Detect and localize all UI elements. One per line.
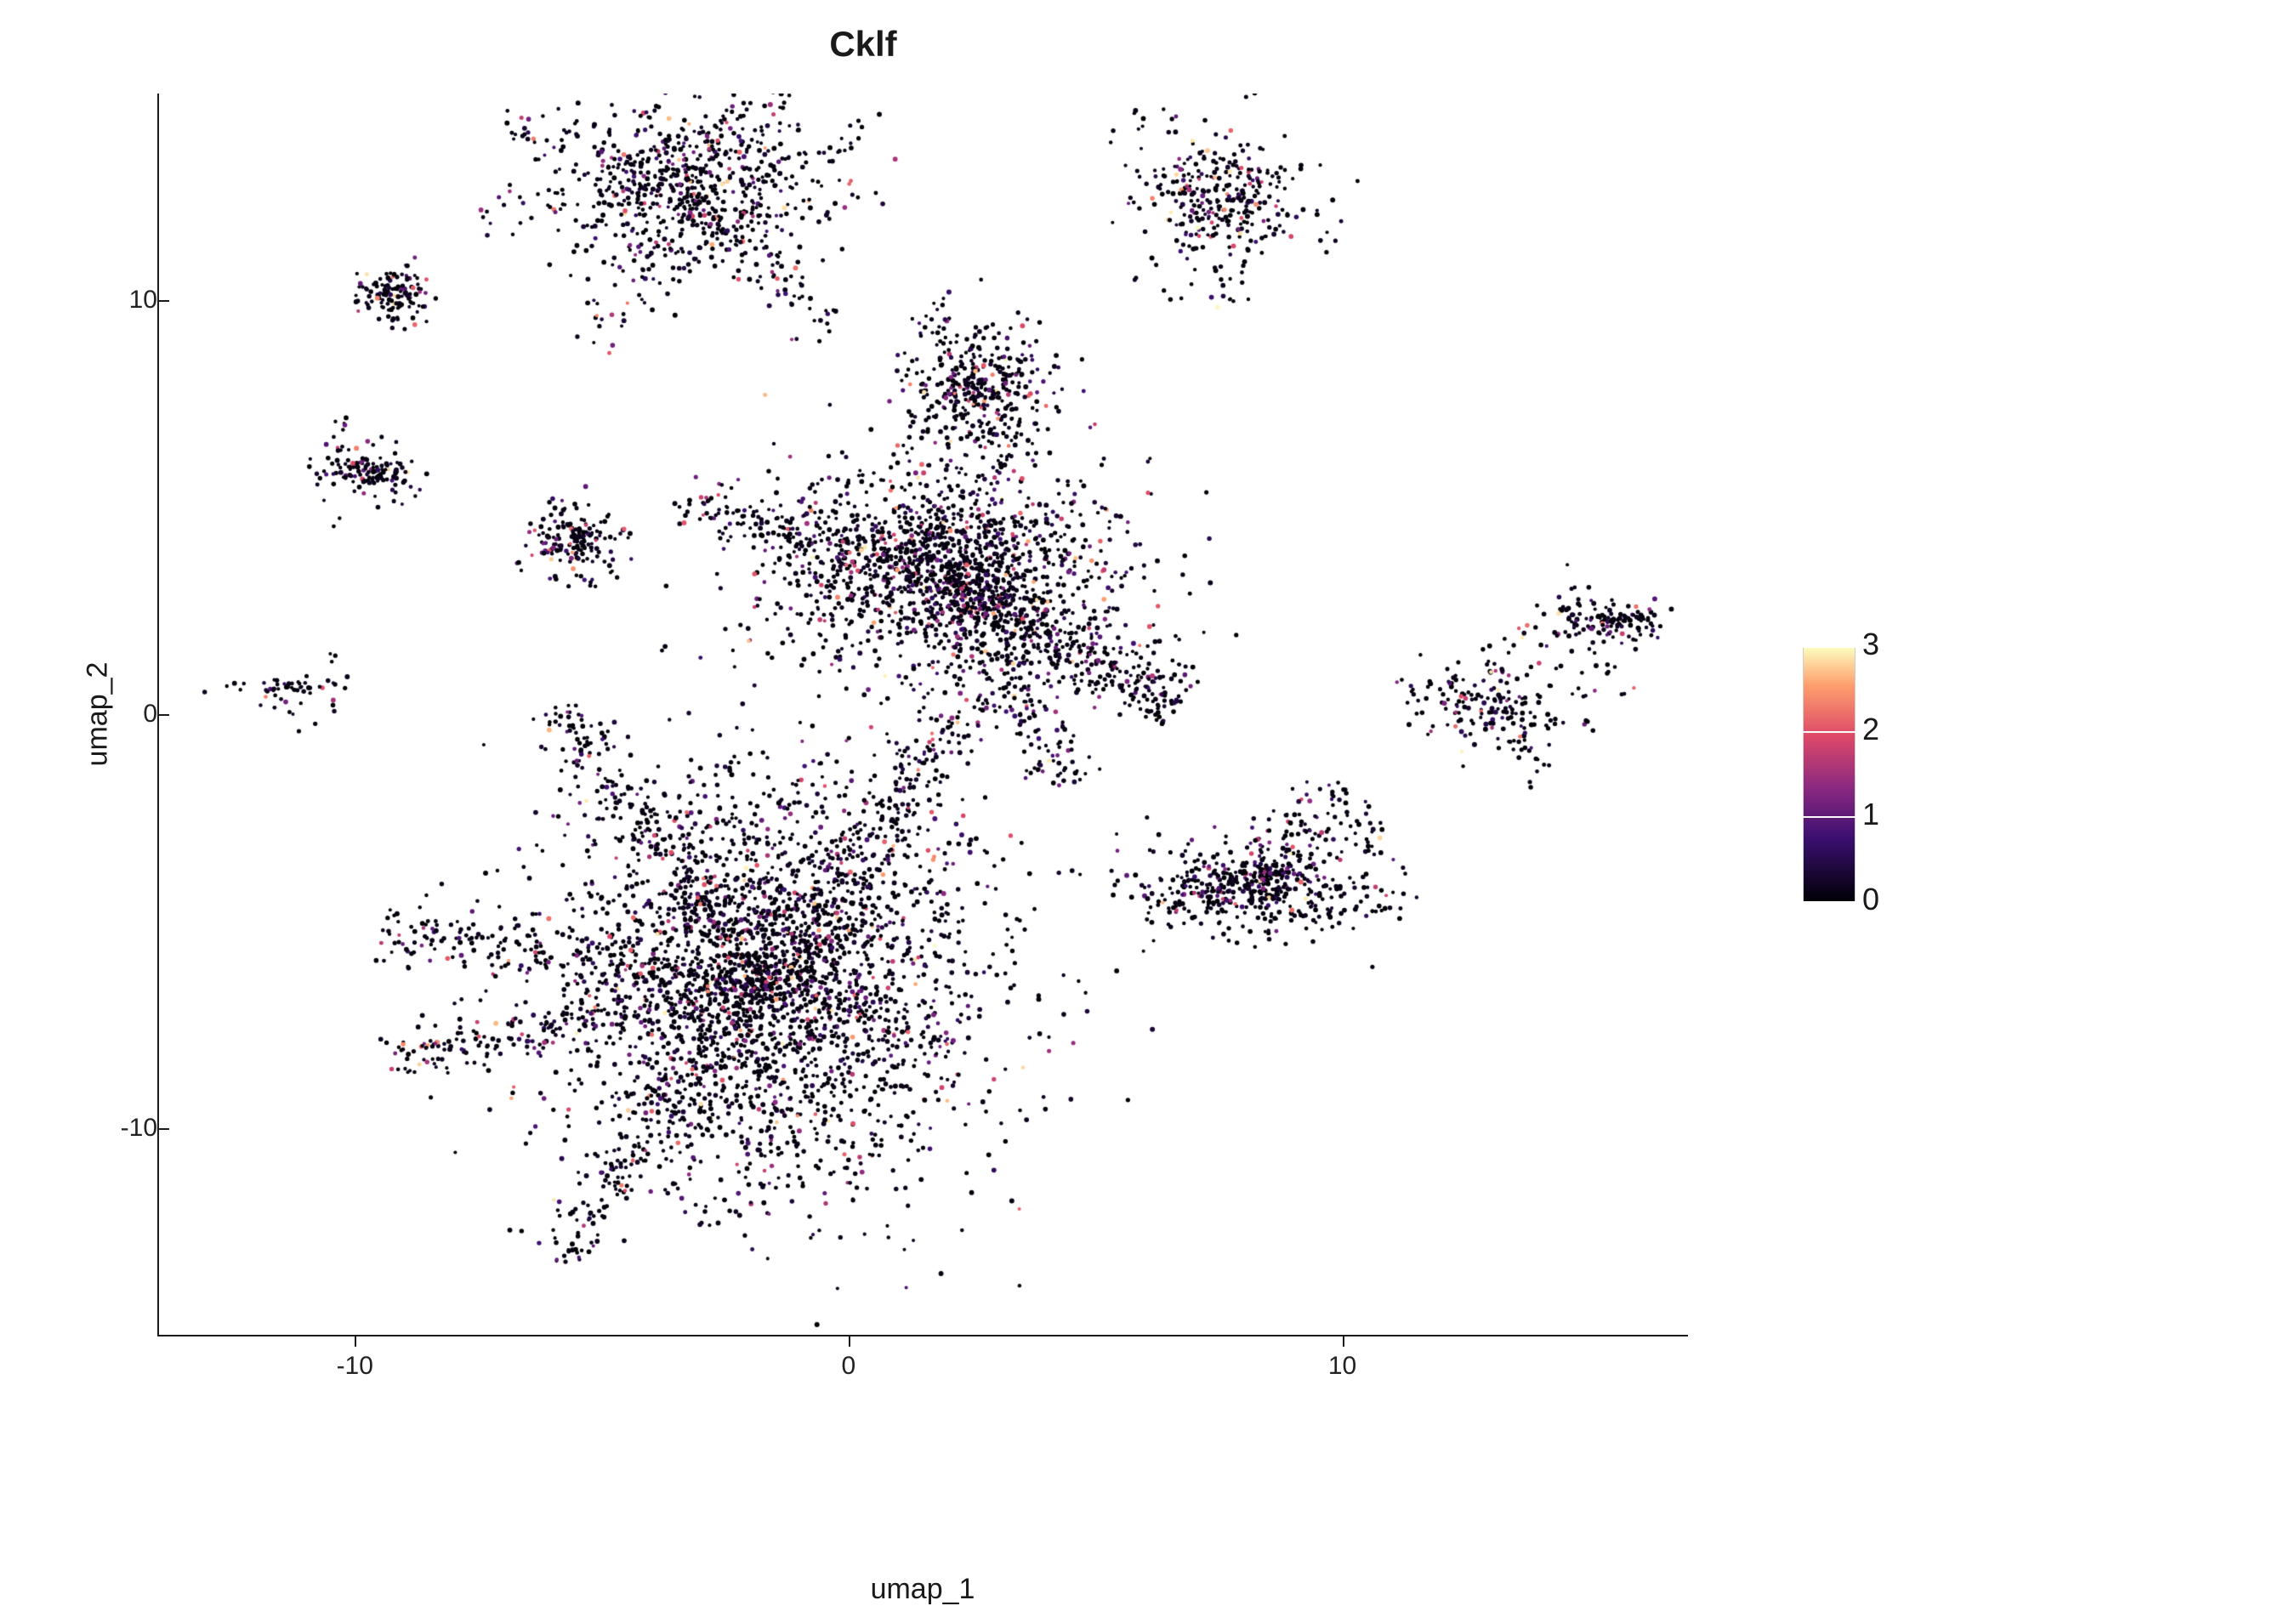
x-axis-line <box>157 1335 1688 1336</box>
colorbar-gradient <box>1803 646 1856 903</box>
y-tick-label-0: -10 <box>121 1114 157 1143</box>
legend-label-2: 2 <box>1862 712 1879 747</box>
scatter-canvas <box>157 94 1688 1335</box>
plot-title: Cklf <box>0 24 1726 65</box>
x-tick-label-1: 0 <box>842 1352 856 1381</box>
x-tick-2 <box>1343 1335 1344 1347</box>
legend-tick-3 <box>1803 646 1859 648</box>
legend-label-1: 1 <box>1862 797 1879 832</box>
plot-area: -10 0 10 -10 0 10 umap_1 umap_2 <box>157 94 1688 1335</box>
legend-tick-0 <box>1803 901 1859 903</box>
legend-tick-1 <box>1803 816 1859 818</box>
legend-label-0: 0 <box>1862 882 1879 917</box>
y-tick-0 <box>157 1128 169 1130</box>
x-tick-0 <box>355 1335 356 1347</box>
x-tick-label-2: 10 <box>1328 1352 1356 1381</box>
y-tick-label-1: 0 <box>143 700 157 729</box>
x-tick-1 <box>849 1335 850 1347</box>
y-axis-title: umap_2 <box>82 662 115 767</box>
colorbar-legend: 3 2 1 0 <box>1803 646 2024 918</box>
y-tick-1 <box>157 714 169 716</box>
x-axis-title: umap_1 <box>871 1573 975 1606</box>
umap-plot-root: Cklf -10 0 10 -10 0 10 umap_1 umap_2 3 2… <box>0 0 2296 1530</box>
legend-label-3: 3 <box>1862 627 1879 662</box>
x-tick-label-0: -10 <box>337 1352 373 1381</box>
y-tick-2 <box>157 300 169 302</box>
y-tick-label-2: 10 <box>129 286 157 315</box>
legend-tick-2 <box>1803 731 1859 733</box>
